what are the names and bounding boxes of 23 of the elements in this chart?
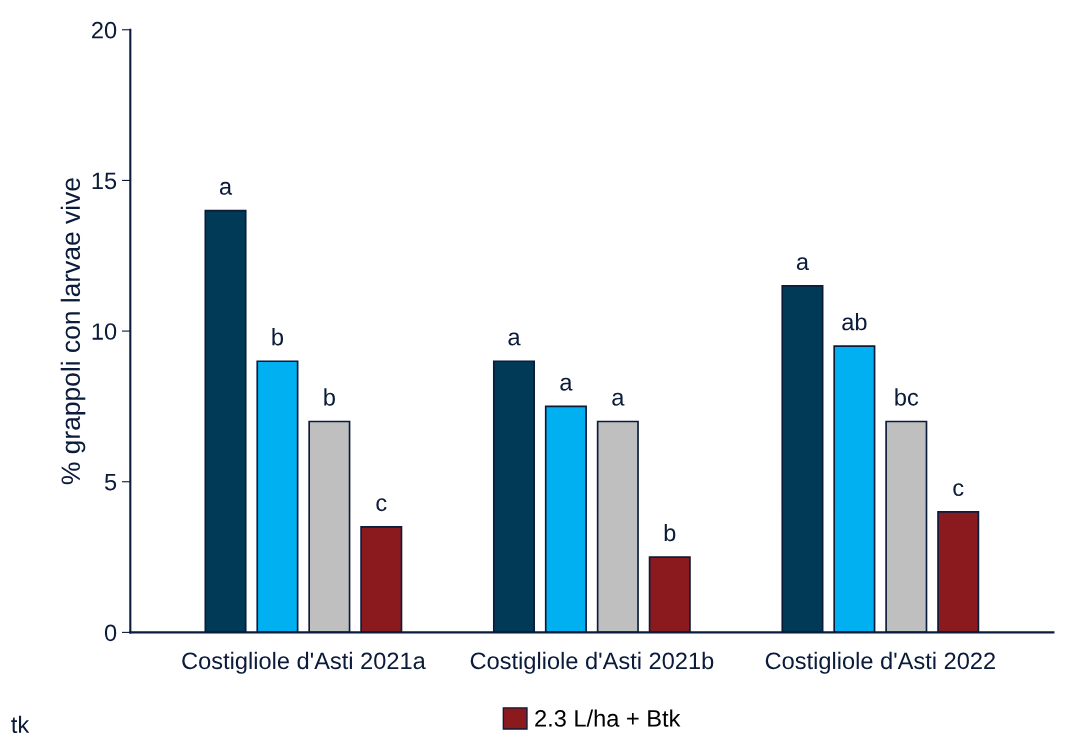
- y-tick-label: 20: [92, 21, 117, 39]
- legend-label: 2.3 L/ha + Btk: [535, 709, 681, 727]
- y-tick-label: 15: [92, 172, 117, 190]
- data-label: a: [560, 377, 573, 391]
- data-label: a: [508, 332, 521, 346]
- data-label: a: [219, 181, 233, 195]
- text: tk: [11, 715, 30, 734]
- data-label: ab: [842, 313, 867, 331]
- x-tick-label: Costigliole d'Asti 2022: [765, 651, 995, 674]
- data-label: b: [272, 328, 284, 346]
- data-label: b: [324, 388, 335, 406]
- data-label: bc: [895, 388, 919, 406]
- data-label: a: [612, 392, 625, 406]
- data-label: b: [664, 523, 676, 542]
- y-tick-label: 0: [104, 624, 117, 642]
- x-tick-label: Costigliole d'Asti 2021b: [470, 651, 714, 674]
- y-tick-label: 10: [92, 323, 117, 340]
- y-tick-label: 5: [104, 474, 117, 491]
- data-label: c: [953, 483, 964, 497]
- data-label: c: [376, 498, 387, 512]
- x-tick-label: Costigliole d'Asti 2021a: [182, 651, 426, 674]
- data-label: a: [796, 257, 810, 271]
- y-axis-title: % grappoli con larvae vive: [60, 178, 86, 485]
